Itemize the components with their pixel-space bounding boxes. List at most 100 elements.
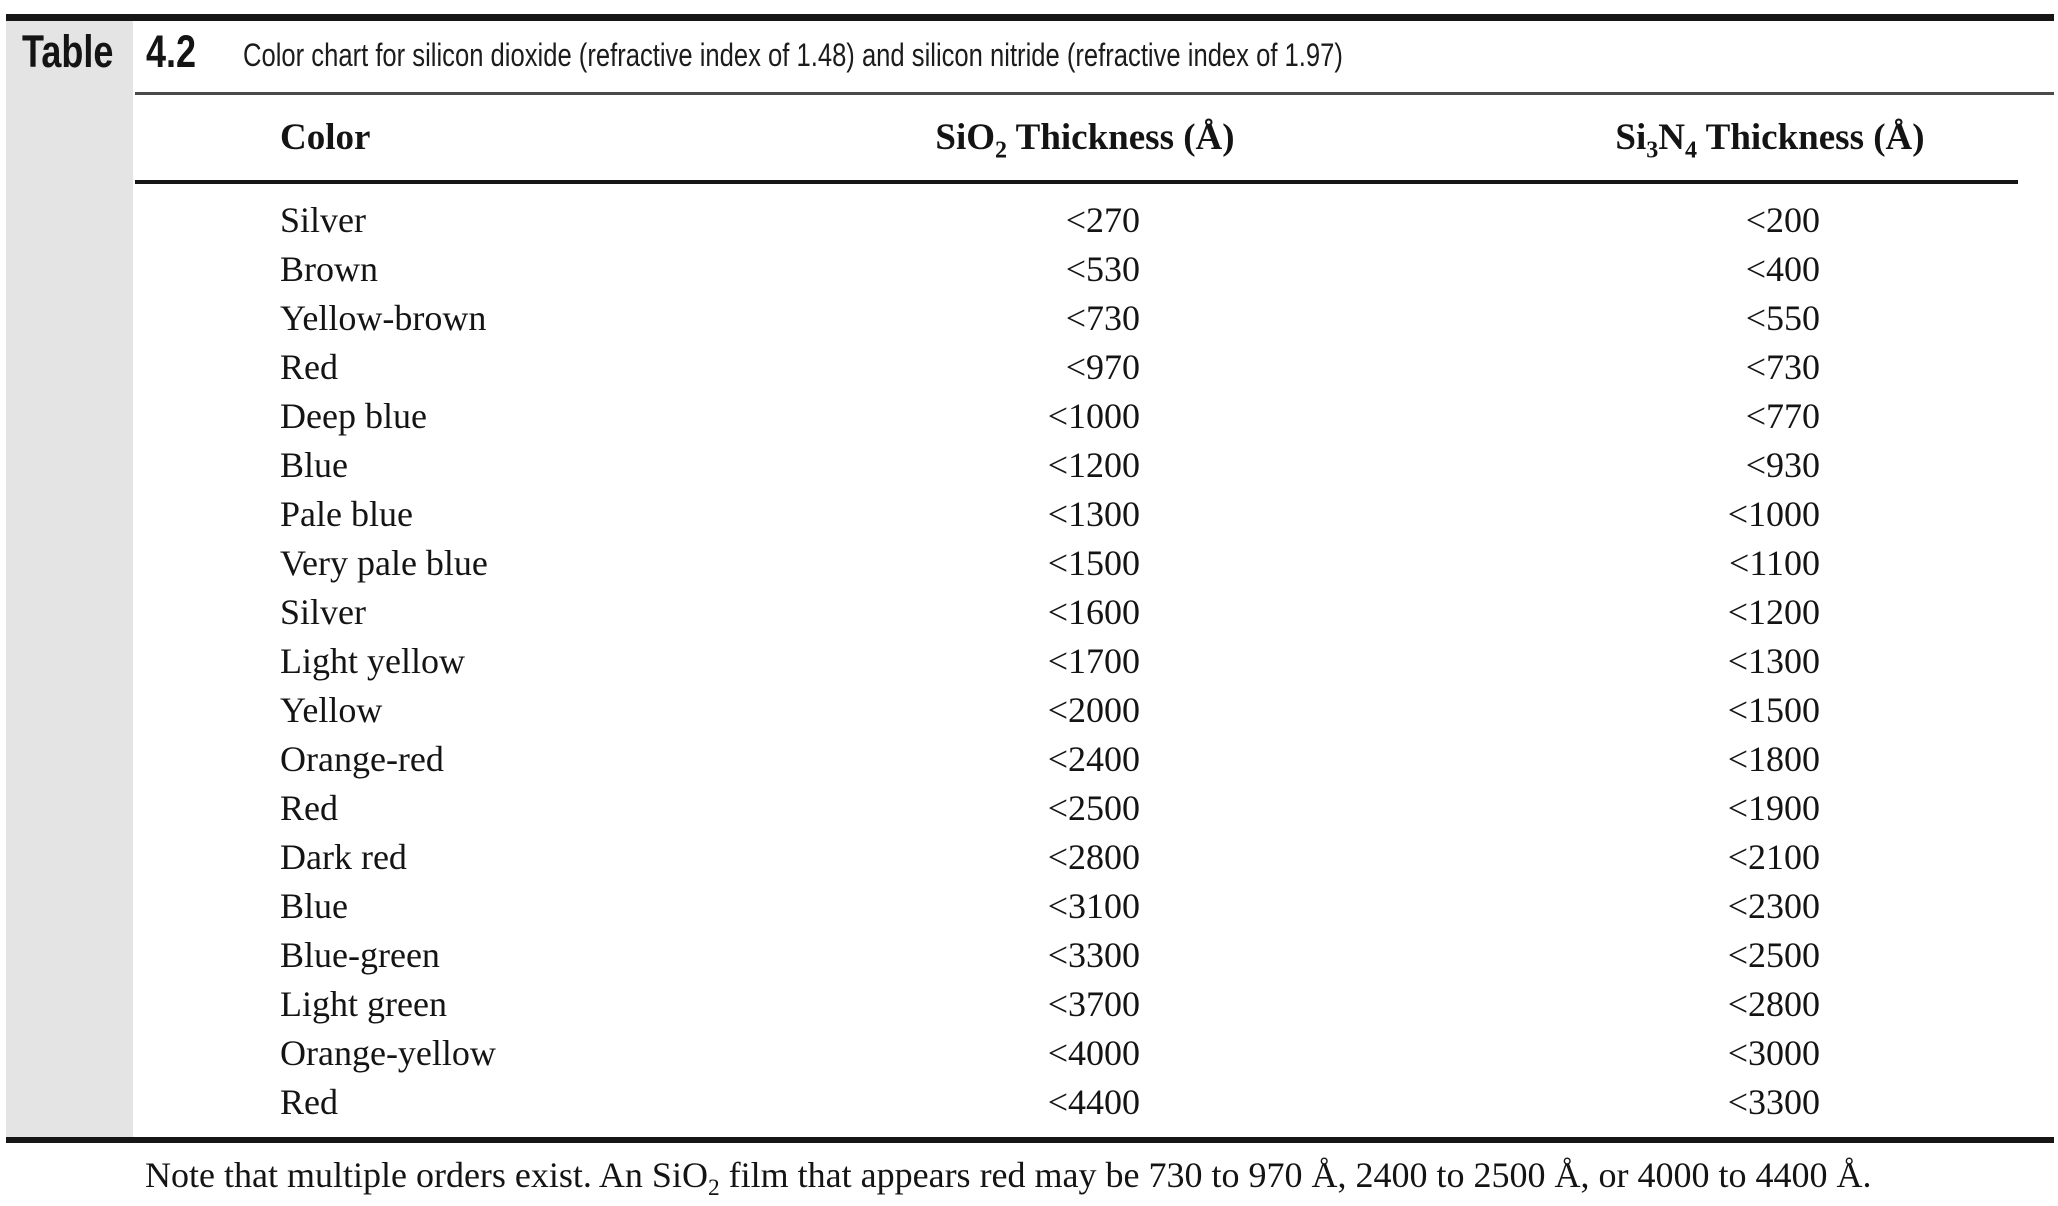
table-row: Blue <1200 <930 (135, 441, 2018, 490)
si3n4-subscript-3: 3 (1646, 137, 1659, 164)
si3n4-thickness-cell: <3300 (1727, 1082, 1820, 1122)
table-row: Silver <270 <200 (135, 182, 2018, 245)
color-cell: Light yellow (280, 641, 465, 681)
si3n4-thickness-cell: <3000 (1727, 1033, 1820, 1073)
table-row: Blue <3100 <2300 (135, 882, 2018, 931)
color-cell: Blue (280, 886, 348, 926)
si3n4-thickness-cell: <400 (1745, 249, 1820, 289)
si3n4-formula: Si (1615, 117, 1647, 158)
si3n4-thickness-cell: <550 (1745, 298, 1820, 338)
table-row: Orange-red <2400 <1800 (135, 735, 2018, 784)
color-cell: Yellow-brown (280, 298, 487, 338)
sio2-subscript: 2 (995, 137, 1008, 164)
color-cell: Red (280, 1082, 338, 1122)
color-cell: Light green (280, 984, 447, 1024)
color-cell: Dark red (280, 837, 407, 877)
table-row: Red <2500 <1900 (135, 784, 2018, 833)
footnote-text: Note that multiple orders exist. An SiO (145, 1155, 708, 1195)
si3n4-thickness-cell: <1100 (1729, 543, 1820, 583)
color-chart-table: Color SiO2 Thickness (Å) Si3N4 Thickness… (135, 95, 2018, 1127)
si3n4-thickness-cell: <2800 (1727, 984, 1820, 1024)
si3n4-thickness-label: Thickness (Å) (1697, 117, 1925, 158)
table-row: Very pale blue <1500 <1100 (135, 539, 2018, 588)
left-gray-band (6, 21, 133, 1137)
si3n4-thickness-cell: <1300 (1727, 641, 1820, 681)
si3n4-subscript-4: 4 (1685, 137, 1698, 164)
footnote-text-continued: film that appears red may be 730 to 970 … (719, 1155, 1872, 1195)
table-row: Light green <3700 <2800 (135, 980, 2018, 1029)
table-label: Table (22, 26, 114, 77)
column-header-sio2-thickness: SiO2 Thickness (Å) (648, 95, 1522, 184)
sio2-thickness-cell: <970 (1065, 347, 1140, 387)
sio2-thickness-cell: <2000 (1047, 690, 1140, 730)
table-row: Yellow-brown <730 <550 (135, 294, 2018, 343)
caption-divider (135, 92, 2054, 95)
column-header-color-label: Color (280, 117, 371, 158)
sio2-thickness-cell: <270 (1065, 200, 1140, 240)
table-row: Deep blue <1000 <770 (135, 392, 2018, 441)
si3n4-thickness-cell: <770 (1745, 396, 1820, 436)
si3n4-thickness-cell: <1000 (1727, 494, 1820, 534)
sio2-thickness-label: Thickness (Å) (1007, 117, 1235, 158)
sio2-thickness-cell: <1300 (1047, 494, 1140, 534)
top-rule (6, 14, 2054, 21)
si3n4-thickness-cell: <2100 (1727, 837, 1820, 877)
si3n4-thickness-cell: <1500 (1727, 690, 1820, 730)
sio2-thickness-cell: <3700 (1047, 984, 1140, 1024)
sio2-thickness-cell: <3100 (1047, 886, 1140, 926)
sio2-thickness-cell: <4400 (1047, 1082, 1140, 1122)
color-cell: Brown (280, 249, 378, 289)
sio2-thickness-cell: <2400 (1047, 739, 1140, 779)
si3n4-thickness-cell: <1900 (1727, 788, 1820, 828)
color-cell: Silver (280, 592, 366, 632)
color-chart-table-area: Color SiO2 Thickness (Å) Si3N4 Thickness… (135, 95, 2018, 1127)
color-cell: Silver (280, 200, 366, 240)
sio2-thickness-cell: <530 (1065, 249, 1140, 289)
sio2-thickness-cell: <1500 (1047, 543, 1140, 583)
si3n4-formula-n: N (1658, 117, 1686, 158)
table-row: Blue-green <3300 <2500 (135, 931, 2018, 980)
color-cell: Blue (280, 445, 348, 485)
sio2-thickness-cell: <1000 (1047, 396, 1140, 436)
si3n4-thickness-cell: <200 (1745, 200, 1820, 240)
color-cell: Yellow (280, 690, 383, 730)
sio2-thickness-cell: <4000 (1047, 1033, 1140, 1073)
sio2-formula: SiO (935, 117, 996, 158)
sio2-thickness-cell: <1700 (1047, 641, 1140, 681)
si3n4-thickness-cell: <2500 (1727, 935, 1820, 975)
table-title: Color chart for silicon dioxide (refract… (243, 37, 1343, 73)
si3n4-thickness-cell: <2300 (1727, 886, 1820, 926)
table-row: Red <970 <730 (135, 343, 2018, 392)
sio2-thickness-cell: <2500 (1047, 788, 1140, 828)
color-cell: Red (280, 788, 338, 828)
si3n4-thickness-cell: <930 (1745, 445, 1820, 485)
table-header: Color SiO2 Thickness (Å) Si3N4 Thickness… (135, 95, 2018, 184)
color-cell: Blue-green (280, 935, 440, 975)
table-row: Red <4400 <3300 (135, 1078, 2018, 1127)
table-row: Orange-yellow <4000 <3000 (135, 1029, 2018, 1078)
bottom-rule (6, 1137, 2054, 1143)
sio2-thickness-cell: <730 (1065, 298, 1140, 338)
table-row: Silver <1600 <1200 (135, 588, 2018, 637)
header-row: Color SiO2 Thickness (Å) Si3N4 Thickness… (135, 95, 2018, 184)
color-cell: Very pale blue (280, 543, 488, 583)
table-row: Yellow <2000 <1500 (135, 686, 2018, 735)
table-row: Brown <530 <400 (135, 245, 2018, 294)
footnote-sio2-subscript: 2 (707, 1175, 720, 1202)
table-row: Dark red <2800 <2100 (135, 833, 2018, 882)
column-header-si3n4-thickness: Si3N4 Thickness (Å) (1522, 95, 2018, 184)
color-cell: Orange-red (280, 739, 444, 779)
table-body: Silver <270 <200 Brown <530 <400 Yellow-brown <… (135, 182, 2018, 1127)
color-cell: Red (280, 347, 338, 387)
sio2-thickness-cell: <1200 (1047, 445, 1140, 485)
table-row: Pale blue <1300 <1000 (135, 490, 2018, 539)
si3n4-thickness-cell: <730 (1745, 347, 1820, 387)
table-row: Light yellow <1700 <1300 (135, 637, 2018, 686)
column-header-color: Color (135, 95, 648, 184)
sio2-thickness-cell: <2800 (1047, 837, 1140, 877)
footnote: Note that multiple orders exist. An SiO2… (145, 1152, 1872, 1202)
si3n4-thickness-cell: <1800 (1727, 739, 1820, 779)
sio2-thickness-cell: <3300 (1047, 935, 1140, 975)
color-cell: Deep blue (280, 396, 427, 436)
si3n4-thickness-cell: <1200 (1727, 592, 1820, 632)
